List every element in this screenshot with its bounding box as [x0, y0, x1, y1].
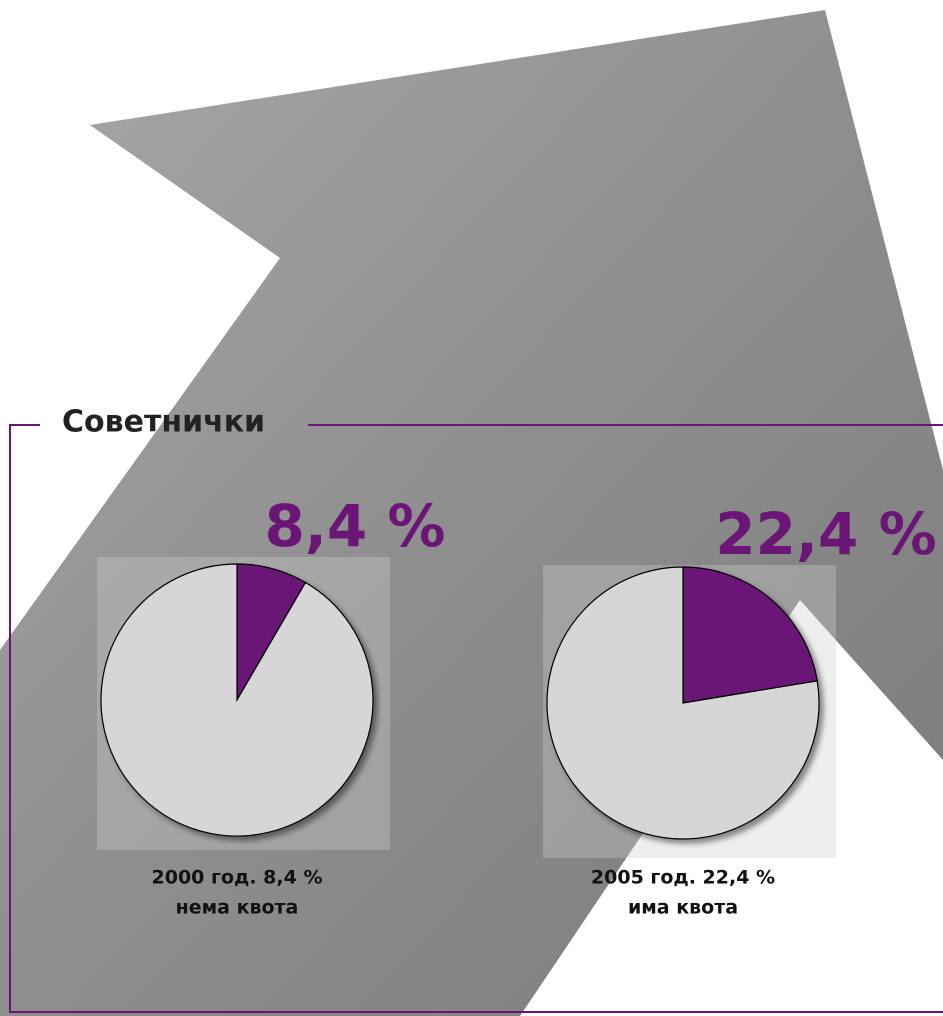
caption: нема квота — [176, 897, 299, 919]
pie-slice — [682, 566, 818, 704]
value-label: 8,4 % — [264, 492, 445, 560]
pie — [100, 563, 374, 837]
caption: 2005 год. 22,4 % — [591, 867, 775, 889]
pie-slice — [546, 566, 820, 840]
section-title: Советнички — [62, 405, 265, 440]
caption: 2000 год. 8,4 % — [152, 867, 323, 889]
pie-slice — [100, 563, 374, 837]
value-label: 22,4 % — [715, 500, 936, 568]
pie — [546, 566, 820, 840]
frame — [9, 424, 943, 1013]
caption: има квота — [628, 897, 738, 919]
